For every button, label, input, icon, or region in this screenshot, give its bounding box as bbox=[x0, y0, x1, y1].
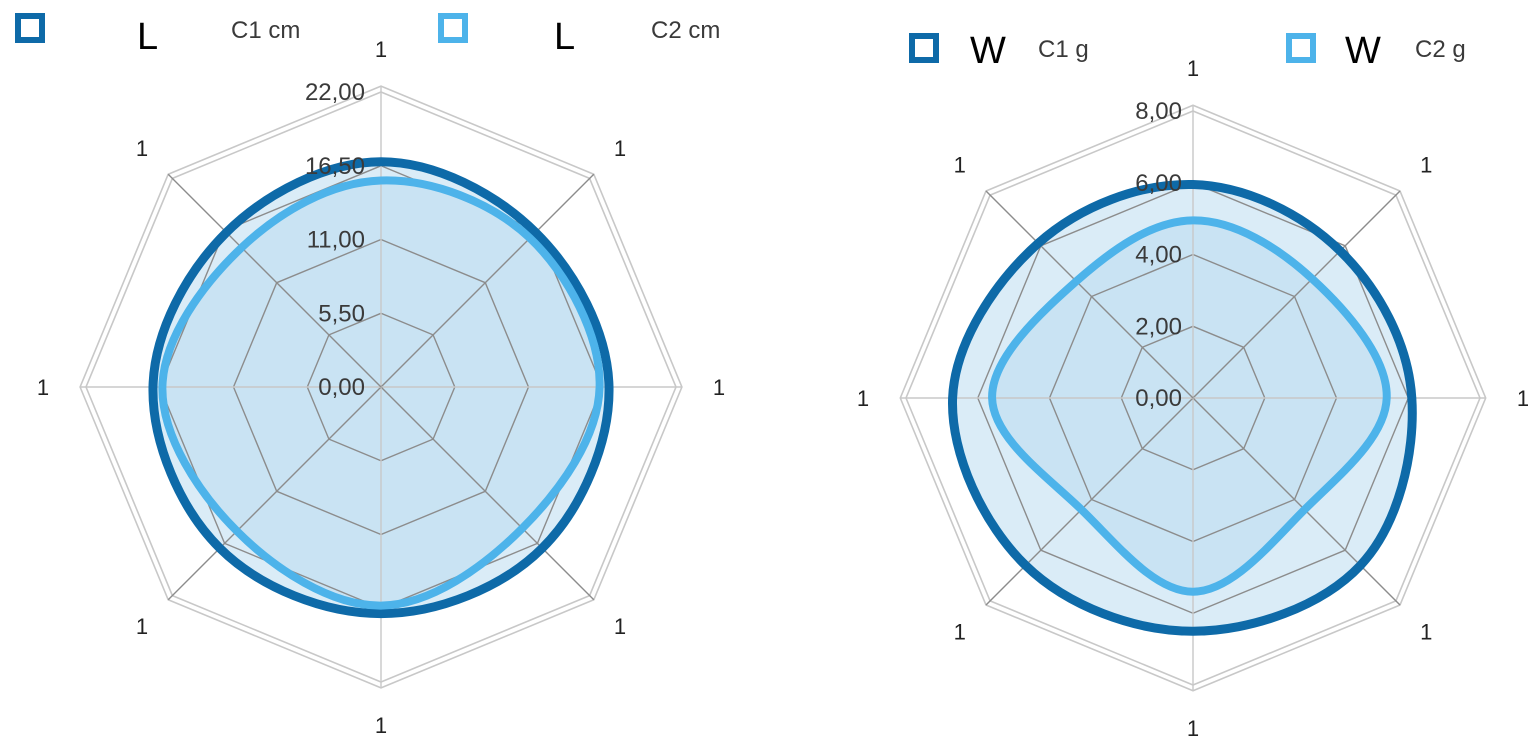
axis-label-weight-0: 1 bbox=[1187, 56, 1199, 81]
legend-c1-length-letter: L bbox=[137, 16, 158, 58]
legend-length: L C1 cm L C2 cm bbox=[15, 13, 720, 58]
radial-tick-weight-3: 6,00 bbox=[1135, 170, 1182, 197]
axis-label-weight-3: 1 bbox=[1420, 619, 1432, 644]
grid-spoke-weight-7 bbox=[985, 190, 1194, 399]
legend-c1-length-swatch bbox=[15, 13, 45, 43]
axis-label-length-5: 1 bbox=[136, 614, 148, 639]
axis-label-length-6: 1 bbox=[37, 375, 49, 400]
grid-spoke-length-3 bbox=[380, 386, 595, 601]
grid-spoke-length-1 bbox=[380, 173, 595, 388]
legend-weight: W C1 g W C2 g bbox=[909, 30, 1466, 72]
radial-tick-length-1: 5,50 bbox=[318, 300, 365, 327]
radial-tick-weight-4: 8,00 bbox=[1135, 98, 1182, 125]
radial-tick-weight-2: 4,00 bbox=[1135, 242, 1182, 269]
series-line-length-2 bbox=[158, 176, 604, 610]
axis-label-length-0: 1 bbox=[375, 37, 387, 62]
radial-tick-length-2: 11,00 bbox=[307, 227, 365, 254]
radial-tick-length-4: 22,00 bbox=[305, 79, 365, 106]
legend-c1-weight-letter: W bbox=[970, 30, 1006, 72]
legend-c1-length-label: C1 cm bbox=[231, 17, 300, 44]
series-line-weight-2 bbox=[988, 216, 1391, 596]
legend-c2-length-letter: L bbox=[554, 16, 575, 58]
radial-tick-length-0: 0,00 bbox=[318, 374, 365, 401]
radial-tick-weight-1: 2,00 bbox=[1135, 313, 1182, 340]
legend-c2-length-label: C2 cm bbox=[651, 17, 720, 44]
axis-label-weight-2: 1 bbox=[1517, 386, 1528, 411]
grid-spoke-weight-1 bbox=[1192, 190, 1401, 399]
radar-grid-weight bbox=[899, 104, 1487, 692]
axis-label-length-4: 1 bbox=[375, 713, 387, 738]
axis-label-weight-5: 1 bbox=[954, 619, 966, 644]
legend-c2-length-swatch bbox=[438, 13, 468, 43]
axis-label-length-3: 1 bbox=[614, 614, 626, 639]
axis-label-weight-6: 1 bbox=[857, 386, 869, 411]
axis-label-weight-4: 1 bbox=[1187, 716, 1199, 741]
axis-label-weight-1: 1 bbox=[1420, 153, 1432, 178]
legend-c1-weight-label: C1 g bbox=[1038, 36, 1089, 63]
series-line-weight-1 bbox=[948, 179, 1417, 636]
grid-spoke-weight-5 bbox=[985, 397, 1194, 606]
radar-grid-length bbox=[79, 85, 683, 689]
grid-spoke-length-7 bbox=[167, 173, 382, 388]
grid-spoke-weight-3 bbox=[1192, 397, 1401, 606]
radar-chart-length: 0,00 5,50 11,00 16,50 22,00 1 1 1 1 1 1 1 1 bbox=[37, 37, 725, 738]
legend-c2-weight-swatch bbox=[1286, 33, 1316, 63]
legend-c2-weight-letter: W bbox=[1345, 30, 1381, 72]
axis-label-length-7: 1 bbox=[136, 136, 148, 161]
grid-spoke-length-5 bbox=[167, 386, 382, 601]
axis-label-length-1: 1 bbox=[614, 136, 626, 161]
axis-label-length-2: 1 bbox=[713, 375, 725, 400]
radial-tick-length-3: 16,50 bbox=[305, 153, 365, 180]
radial-tick-weight-0: 0,00 bbox=[1135, 385, 1182, 412]
legend-c1-weight-swatch bbox=[909, 33, 939, 63]
axis-label-weight-7: 1 bbox=[954, 153, 966, 178]
legend-c2-weight-label: C2 g bbox=[1415, 36, 1466, 63]
series-line-length-1 bbox=[148, 157, 614, 619]
